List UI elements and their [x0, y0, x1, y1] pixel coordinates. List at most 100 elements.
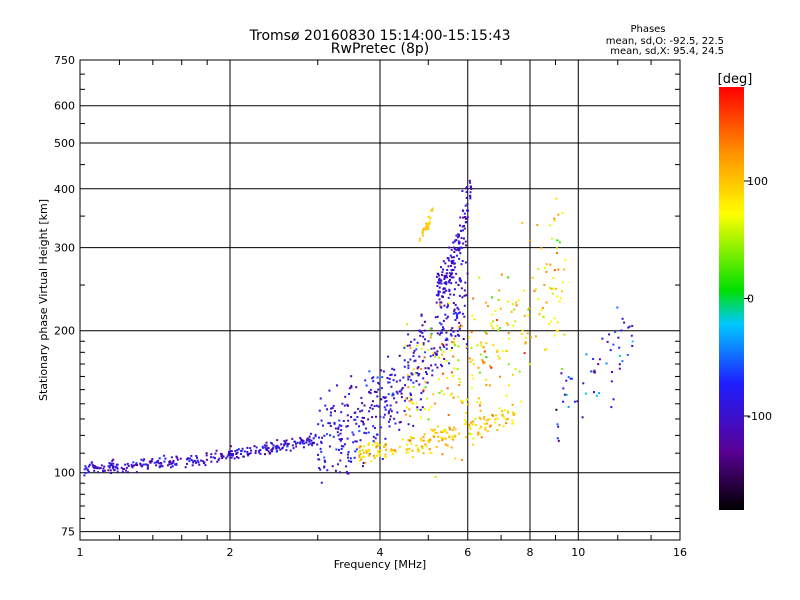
data-point: [437, 274, 440, 277]
data-point: [449, 293, 452, 296]
data-point: [420, 439, 423, 442]
data-point: [380, 398, 383, 401]
data-point: [146, 466, 149, 469]
data-point: [447, 265, 450, 268]
data-point: [452, 330, 455, 333]
data-point: [518, 370, 521, 373]
data-point: [308, 440, 311, 443]
data-point: [121, 470, 124, 473]
data-point: [466, 347, 469, 349]
data-point: [258, 451, 261, 454]
data-point: [103, 465, 106, 468]
data-point: [99, 467, 102, 470]
data-point: [459, 252, 462, 255]
data-point: [631, 340, 634, 343]
data-point: [592, 358, 595, 360]
data-point: [225, 457, 228, 460]
data-point: [521, 221, 524, 224]
data-point: [418, 329, 421, 332]
data-point: [355, 440, 358, 443]
data-point: [452, 293, 455, 296]
data-point: [543, 283, 546, 286]
data-point: [616, 306, 619, 309]
y-axis-ticks: 75 100 200 300 400 500 600 750: [54, 54, 680, 539]
data-point: [388, 377, 391, 380]
data-point: [412, 437, 415, 440]
data-point: [377, 405, 380, 408]
data-point: [179, 457, 182, 460]
data-point: [485, 332, 488, 335]
data-point: [385, 442, 388, 445]
data-point: [555, 287, 557, 290]
data-point: [428, 441, 431, 443]
y-tick-label: 300: [54, 242, 75, 255]
data-point: [110, 462, 113, 465]
data-point: [436, 332, 439, 335]
data-point: [395, 390, 398, 393]
data-point: [294, 440, 297, 443]
data-point: [484, 426, 487, 429]
data-point: [551, 292, 554, 295]
data-point: [445, 283, 448, 286]
data-point: [456, 317, 459, 319]
data-point: [169, 460, 172, 463]
data-point: [370, 460, 373, 463]
data-point: [507, 332, 510, 335]
data-point: [374, 437, 377, 440]
data-point: [452, 259, 455, 262]
data-point: [340, 438, 343, 440]
data-point: [90, 461, 93, 464]
data-point: [407, 333, 410, 336]
data-point: [507, 411, 510, 414]
data-point: [112, 458, 115, 461]
data-point: [501, 414, 504, 417]
data-point: [502, 425, 505, 428]
data-point: [329, 414, 332, 417]
data-point: [364, 379, 367, 382]
data-point: [190, 459, 193, 461]
data-point: [444, 339, 447, 342]
data-point: [458, 321, 461, 324]
data-point: [342, 445, 345, 448]
data-point: [345, 465, 348, 468]
data-point: [142, 459, 145, 462]
data-point: [412, 424, 415, 427]
data-point: [451, 435, 454, 438]
data-point: [216, 460, 219, 463]
data-point: [191, 464, 194, 467]
data-point: [392, 379, 395, 382]
data-point: [388, 425, 391, 428]
data-point: [212, 456, 215, 459]
data-point: [450, 334, 453, 337]
data-point: [346, 403, 349, 406]
data-point: [428, 448, 431, 451]
data-point: [358, 425, 360, 428]
data-point: [501, 413, 504, 416]
data-point: [593, 371, 596, 374]
data-point: [590, 370, 593, 373]
data-point: [409, 358, 412, 361]
data-point: [466, 203, 469, 206]
data-point: [444, 430, 447, 433]
data-point: [413, 349, 416, 352]
data-point: [135, 471, 138, 474]
data-point: [486, 430, 489, 433]
data-point: [263, 444, 266, 447]
data-point: [371, 377, 374, 380]
data-point: [416, 341, 419, 344]
data-point: [439, 346, 442, 349]
data-point: [448, 434, 451, 437]
data-point: [391, 394, 394, 397]
data-point: [468, 432, 471, 435]
data-point: [362, 462, 365, 464]
data-point: [440, 279, 443, 282]
data-point: [339, 459, 342, 462]
data-point: [626, 353, 629, 356]
data-point: [542, 315, 545, 318]
data-point: [425, 228, 428, 231]
data-point: [334, 410, 336, 413]
data-point: [445, 317, 448, 320]
data-point: [240, 449, 243, 452]
data-point: [407, 386, 410, 389]
data-point: [329, 425, 332, 427]
